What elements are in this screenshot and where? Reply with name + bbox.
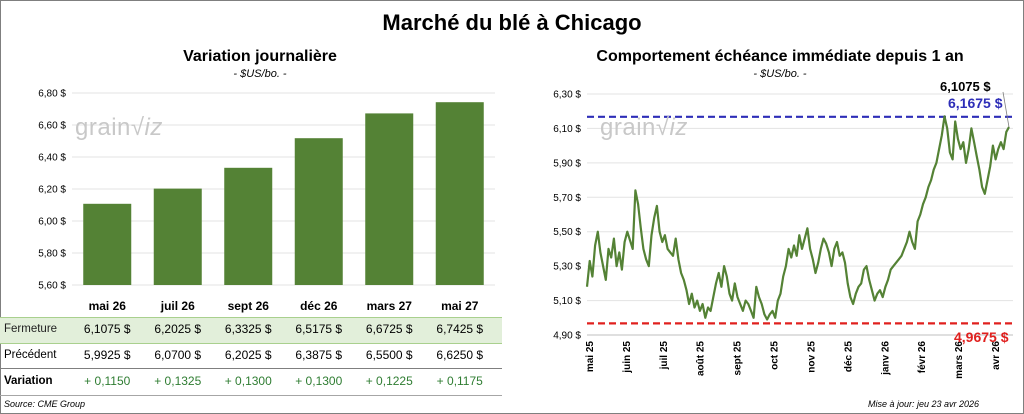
- cell-variation: + 0,1325: [154, 374, 202, 388]
- right-panel-unit: - $US/bo. -: [753, 68, 807, 80]
- bar-y-tick: 6,40 $: [38, 153, 66, 164]
- cell-precedent: 6,3875 $: [295, 348, 343, 362]
- line-y-tick: 5,90 $: [553, 158, 581, 169]
- cell-fermeture: 6,5175 $: [295, 322, 343, 336]
- bar-category-label: juil 26: [160, 299, 195, 313]
- line-x-tick: mars 26: [954, 341, 965, 379]
- right-panel-title: Comportement échéance immédiate depuis 1…: [596, 48, 964, 65]
- line-x-tick: sept 25: [733, 341, 744, 376]
- bar-0: [83, 203, 132, 285]
- line-y-tick: 5,50 $: [553, 227, 581, 238]
- cell-variation: + 0,1150: [84, 374, 131, 388]
- bar-2: [224, 167, 273, 285]
- line-y-tick: 5,70 $: [553, 193, 581, 204]
- cell-fermeture: 6,3325 $: [224, 322, 272, 336]
- line-y-tick: 6,10 $: [553, 124, 581, 135]
- row-fermeture: [0, 317, 502, 344]
- cell-variation: + 0,1300: [295, 374, 343, 388]
- line-x-tick: août 25: [696, 341, 707, 376]
- bar-category-label: déc 26: [300, 299, 338, 313]
- cell-variation: + 0,1225: [365, 374, 413, 388]
- cell-variation: + 0,1175: [436, 374, 483, 388]
- bar-category-label: sept 26: [227, 299, 269, 313]
- line-x-tick: oct 25: [770, 341, 781, 370]
- source-note: Source: CME Group: [4, 399, 86, 409]
- line-x-tick: juin 25: [622, 341, 633, 374]
- row-precedent-label: Précédent: [4, 349, 57, 361]
- bar-category-label: mars 27: [366, 299, 412, 313]
- cell-fermeture: 6,2025 $: [154, 322, 202, 336]
- row-variation-label: Variation: [4, 375, 53, 387]
- low-price-label: 4,9675 $: [954, 329, 1009, 345]
- row-fermeture-label: Fermeture: [4, 323, 58, 335]
- cell-precedent: 5,9925 $: [83, 348, 131, 362]
- line-x-tick: janv 26: [880, 341, 891, 376]
- line-y-tick: 4,90 $: [553, 331, 581, 342]
- last-price-leader: [1002, 91, 1010, 128]
- bar-y-tick: 5,60 $: [38, 281, 66, 292]
- cell-precedent: 6,6250 $: [436, 348, 484, 362]
- cell-variation: + 0,1300: [224, 374, 272, 388]
- line-y-tick: 5,10 $: [553, 296, 581, 307]
- grainviz-logo-left: grain√iz: [75, 114, 163, 141]
- grainviz-logo-right: grain√iz: [600, 114, 688, 141]
- bar-y-tick: 6,00 $: [38, 217, 66, 228]
- last-price-label: 6,1075 $: [940, 79, 991, 94]
- table-bottom-rule: [0, 395, 502, 396]
- cell-precedent: 6,5500 $: [365, 348, 413, 362]
- cell-fermeture: 6,1075 $: [83, 322, 131, 336]
- bar-category-label: mai 27: [441, 299, 479, 313]
- bar-5: [435, 102, 484, 285]
- line-x-tick: juil 25: [659, 341, 670, 371]
- left-panel-title: Variation journalière: [183, 48, 337, 65]
- bar-4: [365, 113, 414, 286]
- bar-y-tick: 6,60 $: [38, 121, 66, 132]
- left-panel-unit: - $US/bo. -: [233, 68, 287, 80]
- high-price-label: 6,1675 $: [948, 95, 1003, 111]
- row-precedent: [0, 343, 502, 369]
- bar-y-tick: 6,20 $: [38, 185, 66, 196]
- bar-1: [153, 188, 202, 285]
- bar-3: [294, 138, 343, 285]
- daily-bar-chart: 5,60 $ 5,80 $ 6,00 $ 6,20 $ 6,40 $ 6,60 $ 6,80…: [38, 89, 495, 292]
- bar-y-tick: 6,80 $: [38, 89, 66, 100]
- line-x-tick: déc 25: [843, 341, 854, 373]
- bar-category-label: mai 26: [88, 299, 126, 313]
- line-x-tick: nov 25: [806, 341, 817, 373]
- update-note: Mise à jour: jeu 23 avr 2026: [868, 399, 980, 409]
- cell-fermeture: 6,7425 $: [436, 322, 484, 336]
- line-x-tick: févr 26: [917, 341, 928, 374]
- line-x-tick: avr 26: [991, 341, 1002, 370]
- bar-y-tick: 5,80 $: [38, 249, 66, 260]
- line-y-tick: 5,30 $: [553, 262, 581, 273]
- cell-precedent: 6,2025 $: [224, 348, 272, 362]
- price-series-line: [585, 115, 1010, 321]
- line-x-tick: mai 25: [585, 341, 596, 373]
- cell-fermeture: 6,6725 $: [365, 322, 413, 336]
- main-title: Marché du blé à Chicago: [382, 10, 642, 35]
- front-month-line-chart: 4,90 $ 5,10 $ 5,30 $ 5,50 $ 5,70 $ 5,90 $ 6,10…: [553, 90, 1013, 379]
- cell-precedent: 6,0700 $: [154, 348, 202, 362]
- line-y-tick: 6,30 $: [553, 90, 581, 101]
